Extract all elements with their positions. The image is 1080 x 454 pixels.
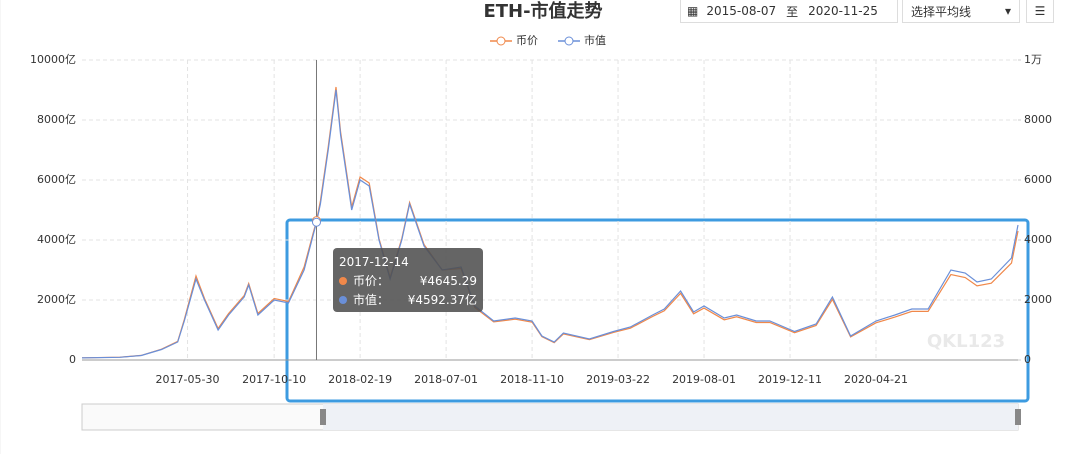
legend-dot [496, 36, 506, 46]
legend-dot [564, 36, 574, 46]
zoom-handle[interactable] [1015, 409, 1021, 425]
highlight-box [285, 218, 1030, 403]
tooltip-value: ¥4645.29 [419, 273, 477, 288]
x-tick-label: 2017-05-30 [156, 373, 220, 386]
legend-label: 币价 [516, 34, 538, 47]
date-to: 2020-11-25 [808, 4, 878, 18]
y-tick-label: 4000亿 [37, 233, 76, 246]
hover-point [311, 217, 321, 227]
ma-select-label: 选择平均线 [911, 4, 972, 19]
y2-tick-label: 4000 [1024, 233, 1052, 246]
y2-tick-label: 2000 [1024, 293, 1052, 306]
ma-select[interactable]: 选择平均线 ▾ [902, 0, 1020, 23]
y2-tick-label: 6000 [1024, 173, 1052, 186]
y-tick-label: 0 [69, 353, 76, 366]
y2-tick-label: 8000 [1024, 113, 1052, 126]
dropdown-arrow: ▾ [1004, 4, 1011, 18]
series-line [81, 86, 1019, 359]
x-tick-label: 2018-07-01 [414, 373, 478, 386]
tooltip-row: 市值： ¥4592.37亿 [339, 290, 477, 309]
y-tick-label: 2000亿 [37, 293, 76, 306]
tooltip: 2017-12-14 币价： ¥4645.29 市值： ¥4592.37亿 [333, 248, 483, 312]
y2-tick-label: 0 [1024, 353, 1031, 366]
x-tick-label: 2017-10-10 [242, 373, 306, 386]
legend-label: 市值 [584, 33, 606, 47]
zoom-handle[interactable] [320, 409, 326, 425]
y-tick-label: 6000亿 [37, 173, 76, 186]
tooltip-value: ¥4592.37亿 [407, 293, 477, 307]
x-tick-label: 2020-04-21 [844, 373, 908, 386]
watermark: QKL123 [927, 331, 1005, 352]
menu-button[interactable]: ☰ [1026, 0, 1054, 23]
zoom-window[interactable] [323, 404, 1018, 430]
series-line [81, 89, 1019, 359]
date-sep: 至 [786, 4, 799, 19]
tooltip-dot [339, 276, 347, 285]
x-tick-label: 2018-02-19 [328, 373, 392, 386]
x-tick-label: 2018-11-10 [500, 373, 564, 386]
tooltip-date: 2017-12-14 [339, 254, 409, 269]
chart-title: ETH-市值走势 [483, 0, 602, 22]
date-range[interactable]: ▦ 2015-08-07 至 2020-11-25 [680, 0, 898, 23]
x-tick-label: 2019-03-22 [586, 373, 650, 386]
x-tick-label: 2019-12-11 [758, 373, 822, 386]
calendar-icon: ▦ [687, 4, 699, 18]
date-from: 2015-08-07 [706, 4, 777, 18]
y-tick-label: 8000亿 [37, 113, 76, 126]
y2-tick-label: 1万 [1024, 53, 1042, 66]
x-tick-label: 2019-08-01 [672, 373, 736, 386]
tooltip-label: 币价： [353, 274, 390, 288]
tooltip-dot [339, 295, 347, 304]
tooltip-label: 市值： [353, 293, 390, 307]
y-tick-label: 10000亿 [30, 53, 76, 66]
tooltip-row: 币价： ¥4645.29 [339, 271, 477, 290]
